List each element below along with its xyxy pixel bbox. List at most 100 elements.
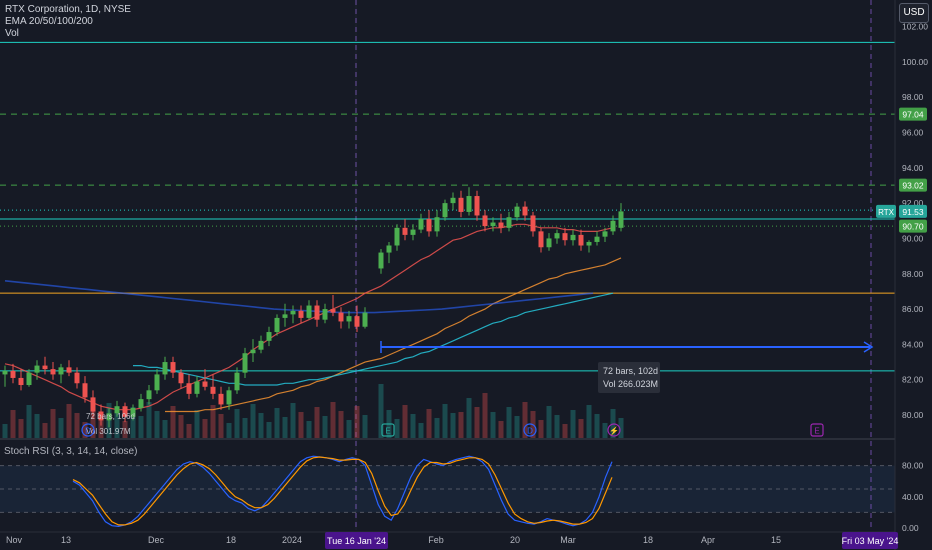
candle-body [618, 211, 624, 228]
volume-bar [578, 419, 584, 438]
time-highlight-left-box [325, 532, 388, 549]
candle-body [394, 227, 400, 246]
volume-bar [378, 384, 384, 438]
volume-bar [394, 419, 400, 438]
candle-body [10, 370, 16, 378]
volume-bar [362, 415, 368, 438]
volume-bar [266, 422, 272, 438]
candle-body [562, 233, 568, 241]
time-axis-tick: 18 [226, 535, 236, 545]
ema-legend[interactable]: EMA 20/50/100/200 [5, 16, 93, 27]
event-marker[interactable]: D [81, 423, 95, 437]
candle-body [114, 406, 120, 414]
event-marker[interactable]: D [523, 423, 537, 437]
measure-arrowhead [863, 341, 874, 353]
measure-tooltip [598, 362, 660, 393]
volume-bar [482, 393, 488, 438]
measure-bars-text: 72 bars, 102d [603, 366, 658, 376]
price-axis-tick: 92.00 [902, 198, 924, 208]
event-marker-circle [81, 423, 95, 437]
price-label-mid-box [899, 178, 927, 192]
volume-bar [90, 408, 96, 438]
current-ticker-box [876, 204, 896, 218]
candle-body [282, 314, 288, 318]
time-highlight-right-box [842, 532, 898, 549]
price-label-mid: 93.02 [902, 181, 924, 191]
candle-body [162, 362, 168, 375]
candle-body [322, 309, 328, 320]
volume-bar [58, 418, 64, 438]
volume-bar [130, 407, 136, 438]
candle-body [170, 362, 176, 373]
candle-body [458, 197, 464, 212]
candle-body [402, 227, 408, 235]
rsi-axis-tick: 40.00 [902, 492, 924, 502]
candle-body [146, 390, 152, 400]
volume-bar [178, 415, 184, 438]
volume-bar [114, 412, 120, 438]
volume-bar [458, 412, 464, 438]
volume-bar [314, 407, 320, 438]
candle-body [330, 309, 336, 313]
price-axis-tick: 98.00 [902, 92, 924, 102]
volume-bar [26, 405, 32, 438]
price-label-prev: 90.70 [902, 222, 924, 232]
volume-bar [210, 405, 216, 438]
volume-bar [282, 417, 288, 438]
price-axis-tick: 80.00 [902, 410, 924, 420]
time-axis-tick: 15 [771, 535, 781, 545]
current-ticker-label: RTX [878, 208, 895, 217]
time-highlight-left-label: Tue 16 Jan '24 [327, 536, 386, 546]
candle-body [242, 353, 248, 373]
volume-bar [98, 417, 104, 438]
volume-bar [274, 408, 280, 438]
volume-bar [522, 402, 528, 438]
time-axis-tick: Nov [6, 535, 23, 545]
volume-bar [242, 418, 248, 438]
event-marker[interactable]: E [381, 423, 395, 437]
candle-body [498, 222, 504, 228]
price-label-high-box [899, 107, 927, 121]
volume-legend[interactable]: Vol [5, 28, 19, 39]
candle-body [474, 196, 480, 216]
candle-body [554, 233, 560, 239]
candle-body [234, 372, 240, 391]
candle-body [338, 312, 344, 322]
volume-bar [322, 416, 328, 438]
volume-bar [410, 414, 416, 438]
volume-bar [498, 421, 504, 438]
event-marker-box [381, 423, 395, 437]
event-marker[interactable]: E [810, 423, 824, 437]
candle-body [306, 305, 312, 318]
candle-body [218, 393, 224, 405]
event-marker-box [810, 423, 824, 437]
volume-bar [2, 424, 8, 438]
candle-body [538, 231, 544, 248]
candle-body [202, 381, 208, 387]
current-price-box [899, 204, 927, 218]
candle-body [594, 236, 600, 242]
candle-body [98, 411, 104, 421]
volume-bar [66, 404, 72, 438]
volume-bar [538, 420, 544, 438]
price-axis-tick: 96.00 [902, 127, 924, 137]
stoch-rsi-legend[interactable]: Stoch RSI (3, 3, 14, 14, close) [4, 446, 138, 457]
volume-bar [562, 424, 568, 438]
volume-bar [170, 406, 176, 438]
candle-body [586, 241, 592, 246]
candle-body [434, 217, 440, 232]
candle-body [346, 316, 352, 322]
candle-body [290, 310, 296, 315]
volume-bar [298, 412, 304, 438]
currency-button[interactable]: USD [899, 3, 929, 23]
candle-body [2, 370, 8, 375]
volume-bar [434, 418, 440, 438]
event-marker[interactable]: ⚡ [607, 423, 621, 437]
candle-body [250, 349, 256, 354]
volume-bar [506, 407, 512, 438]
time-axis-tick: 13 [61, 535, 71, 545]
candle-body [26, 372, 32, 386]
volume-bar [466, 398, 472, 438]
candle-body [530, 215, 536, 232]
